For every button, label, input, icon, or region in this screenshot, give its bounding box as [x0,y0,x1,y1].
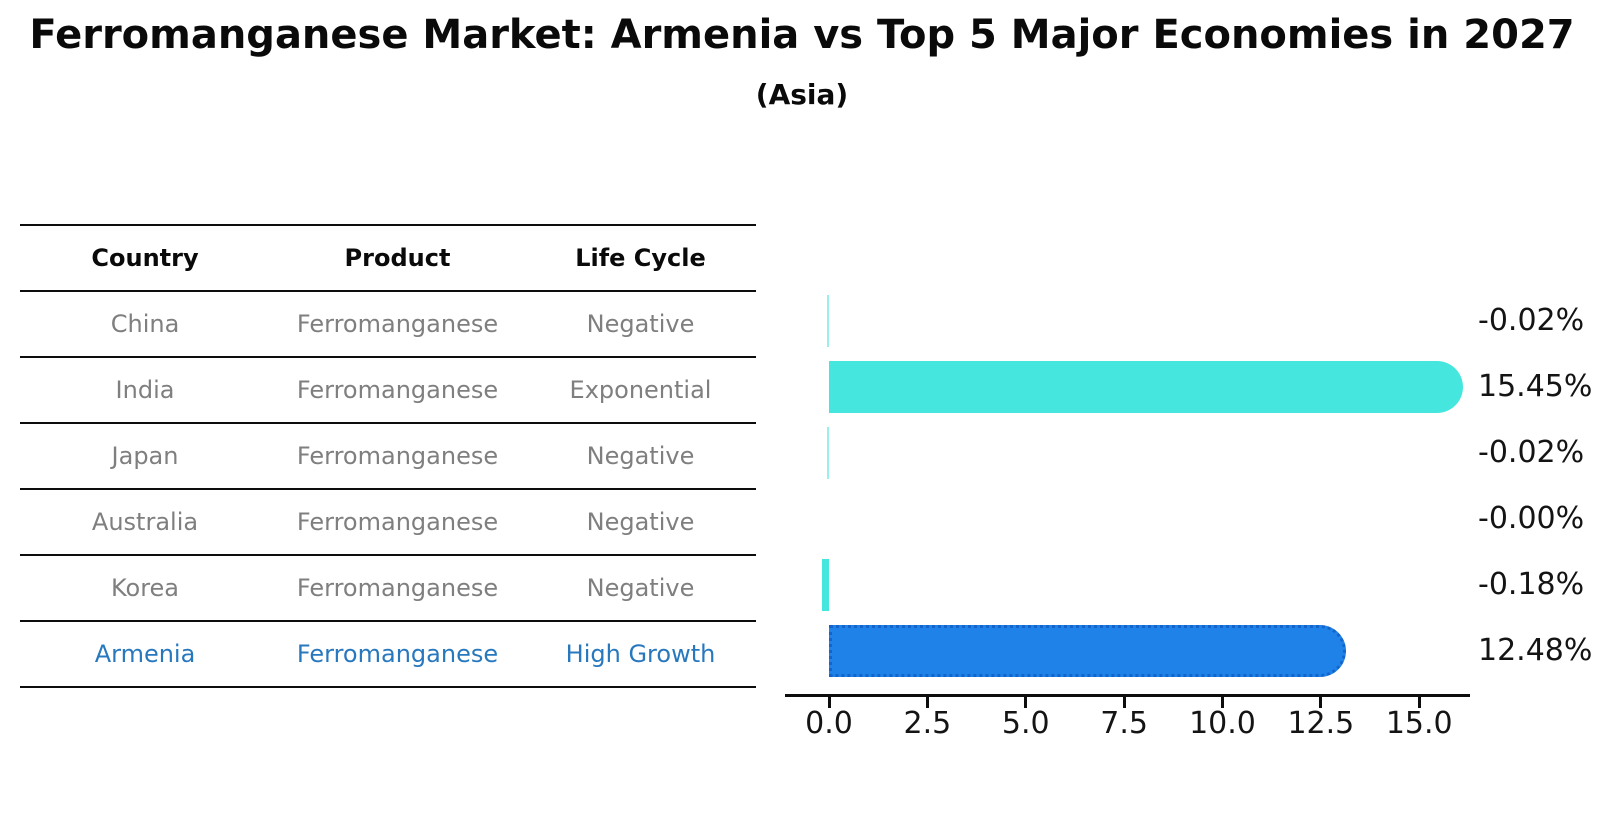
table-cell-life_cycle: Negative [586,310,695,338]
table-row: Japan Ferromanganese Negative [20,424,756,490]
x-tick-mark [1417,697,1421,708]
bar-value-label: 15.45% [1478,369,1593,404]
bar-india [829,361,1463,413]
bar-armenia [829,625,1347,677]
table-cell-product: Ferromanganese [296,376,499,404]
x-tick-mark [1024,697,1028,708]
x-tick-mark [1319,697,1323,708]
x-tick-label: 10.0 [1189,706,1256,741]
bar-value-label: -0.02% [1478,303,1585,338]
table-cell-life_cycle: Negative [586,574,695,602]
x-tick-mark [1122,697,1126,708]
bar-china [827,295,829,347]
x-tick-label: 15.0 [1385,706,1453,741]
table-header-cell: Country [91,244,199,272]
table-cell-country: Korea [110,574,180,602]
table-cell-life_cycle: Negative [586,442,695,470]
table-cell-country: Australia [91,508,199,536]
x-axis-line [785,694,1470,697]
table-row: Korea Ferromanganese Negative [20,556,756,622]
table-row: India Ferromanganese Exponential [20,358,756,424]
x-tick-mark [925,697,929,708]
x-tick-label: 0.0 [805,706,853,741]
bar-value-label: 12.48% [1478,633,1593,668]
bar-korea [821,559,829,611]
table-row: Australia Ferromanganese Negative [20,490,756,556]
chart-title: Ferromanganese Market: Armenia vs Top 5 … [29,12,1575,58]
x-tick-mark [1221,697,1224,708]
table-cell-product: Ferromanganese [296,310,499,338]
table-cell-product: Ferromanganese [296,508,499,536]
table-cell-product: Ferromanganese [296,574,499,602]
table-row: China Ferromanganese Negative [20,292,756,358]
table-cell-product: Ferromanganese [296,640,499,668]
bar-value-label: -0.00% [1478,501,1585,536]
table-cell-country: Japan [111,442,179,470]
table-cell-product: Ferromanganese [296,442,499,470]
table-cell-life_cycle: High Growth [565,640,716,668]
bar-value-label: -0.02% [1478,435,1585,470]
table-cell-life_cycle: Negative [586,508,695,536]
x-tick-label: 2.5 [903,706,952,741]
table-header-cell: Product [344,244,451,272]
chart-subtitle: (Asia) [755,78,849,111]
x-tick-label: 12.5 [1287,706,1355,741]
table-row: Armenia Ferromanganese High Growth [20,622,756,688]
summary-table: Country Product Life Cycle China Ferromangan… [20,224,756,688]
table-cell-country: China [110,310,180,338]
table-header-row: Country Product Life Cycle [20,226,756,292]
bar-japan [827,427,829,479]
table-header-cell: Life Cycle [575,244,706,272]
table-cell-country: Armenia [94,640,196,668]
table-cell-life_cycle: Exponential [569,376,712,404]
x-tick-mark [827,697,831,708]
x-tick-label: 5.0 [1001,706,1050,741]
bar-value-label: -0.18% [1478,567,1585,602]
x-tick-label: 7.5 [1100,706,1148,741]
table-cell-country: India [115,376,175,404]
